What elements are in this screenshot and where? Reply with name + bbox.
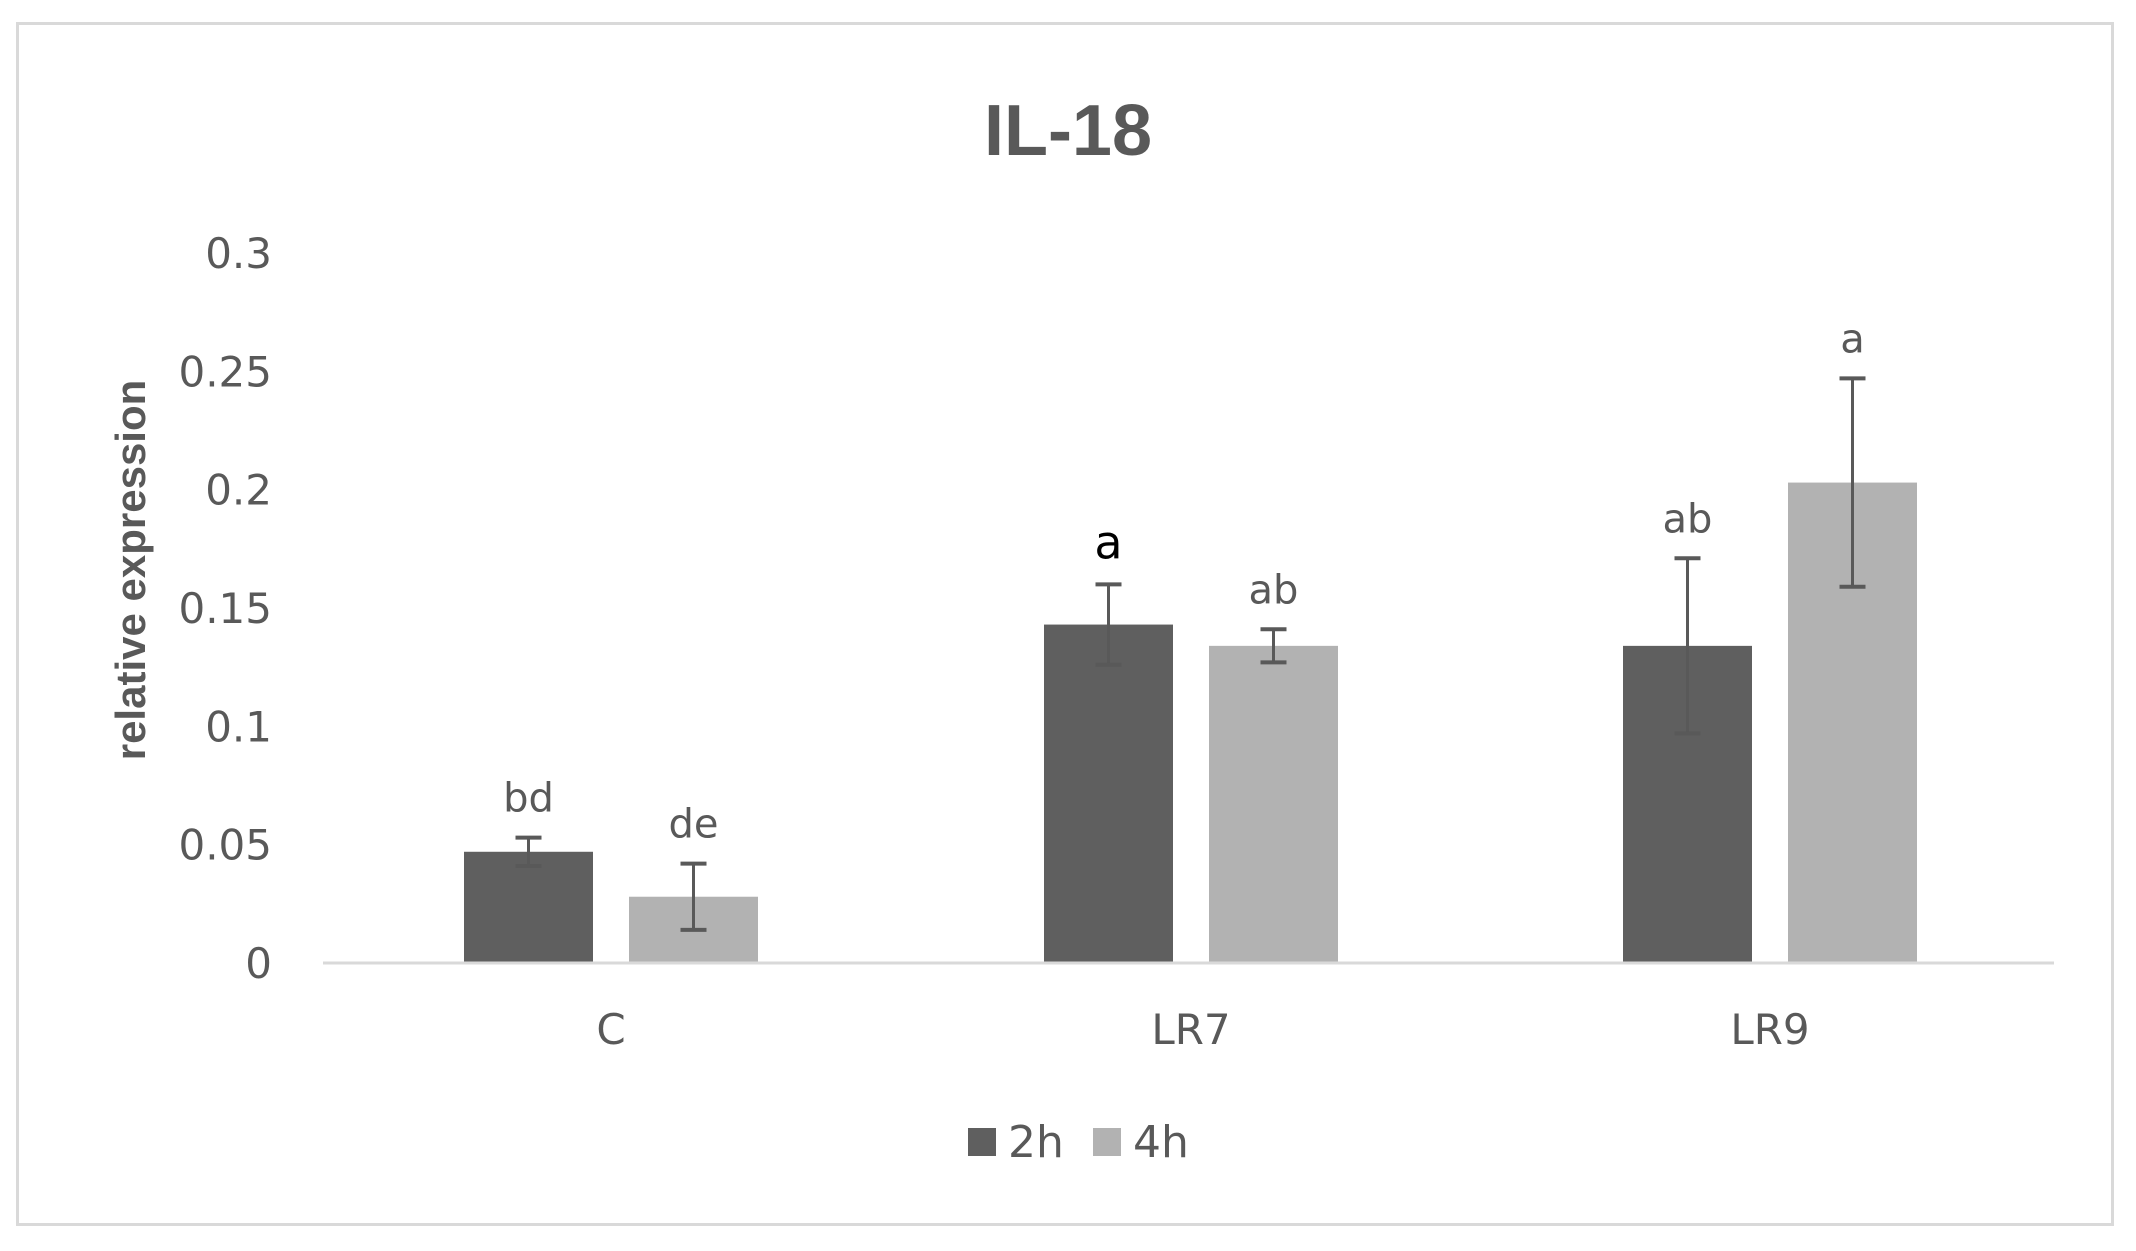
bar-2h-C xyxy=(464,851,593,963)
x-tick-label: LR7 xyxy=(1151,1005,1230,1054)
significance-label: ab xyxy=(1663,496,1713,542)
bars xyxy=(464,482,1917,963)
significance-label: ab xyxy=(1249,567,1299,613)
error-bars xyxy=(515,376,1866,932)
chart-title: IL-18 xyxy=(984,91,1152,171)
y-tick-label: 0.25 xyxy=(178,347,272,396)
y-tick-label: 0.3 xyxy=(205,229,272,278)
significance-labels: bd a ab de ab a xyxy=(503,316,1865,847)
x-tick-label: C xyxy=(596,1005,625,1054)
chart-frame xyxy=(16,22,2114,1226)
bar-2h-LR7 xyxy=(1044,624,1173,963)
significance-label: a xyxy=(1094,515,1122,569)
x-axis-categories: C LR7 LR9 xyxy=(596,1005,1809,1054)
y-tick-label: 0.2 xyxy=(205,466,272,515)
bar-4h-LR7 xyxy=(1209,645,1338,963)
significance-label: de xyxy=(669,802,719,848)
x-tick-label: LR9 xyxy=(1730,1005,1809,1054)
significance-label: bd xyxy=(503,776,554,822)
y-tick-label: 0.05 xyxy=(178,821,272,870)
y-tick-label: 0.1 xyxy=(205,702,272,751)
legend: 2h 4h xyxy=(968,1117,1189,1168)
y-axis-label: relative expression xyxy=(107,380,154,761)
legend-label-2h: 2h xyxy=(1008,1117,1064,1168)
legend-swatch-4h xyxy=(1093,1128,1121,1156)
y-tick-label: 0 xyxy=(245,939,272,988)
significance-label: a xyxy=(1840,316,1865,362)
legend-label-4h: 4h xyxy=(1133,1117,1189,1168)
legend-swatch-2h xyxy=(968,1128,996,1156)
y-axis-ticks: 0 0.05 0.1 0.15 0.2 0.25 0.3 xyxy=(178,229,272,988)
y-tick-label: 0.15 xyxy=(178,584,272,633)
